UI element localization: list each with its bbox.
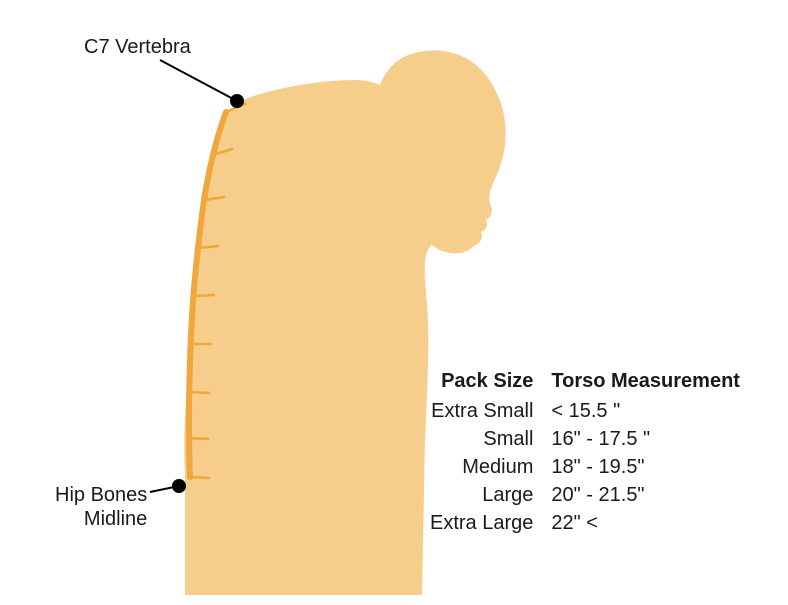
measurement-row: 16" - 17.5 " xyxy=(551,425,650,453)
size-table: Pack Size Extra Small Small Medium Large… xyxy=(430,370,740,537)
hip-label-line2: Midline xyxy=(84,508,147,530)
c7-pointer-line xyxy=(160,60,237,101)
measurement-column: Torso Measurement < 15.5 " 16" - 17.5 " … xyxy=(551,370,740,537)
size-row: Small xyxy=(483,425,533,453)
measurement-row: < 15.5 " xyxy=(551,397,620,425)
measurement-header: Torso Measurement xyxy=(551,370,740,393)
size-row: Medium xyxy=(462,453,533,481)
measurement-row: 20" - 21.5" xyxy=(551,481,644,509)
c7-label: C7 Vertebra xyxy=(84,35,191,59)
measurement-row: 22" < xyxy=(551,509,598,537)
size-column: Pack Size Extra Small Small Medium Large… xyxy=(430,370,533,537)
size-row: Large xyxy=(482,481,533,509)
size-row: Extra Small xyxy=(431,397,533,425)
size-header: Pack Size xyxy=(441,370,533,393)
size-row: Extra Large xyxy=(430,509,533,537)
hip-dot xyxy=(172,479,186,493)
measurement-row: 18" - 19.5" xyxy=(551,453,644,481)
c7-dot xyxy=(230,94,244,108)
hip-label: Hip Bones Midline xyxy=(55,483,147,531)
hip-label-line1: Hip Bones xyxy=(55,484,147,506)
